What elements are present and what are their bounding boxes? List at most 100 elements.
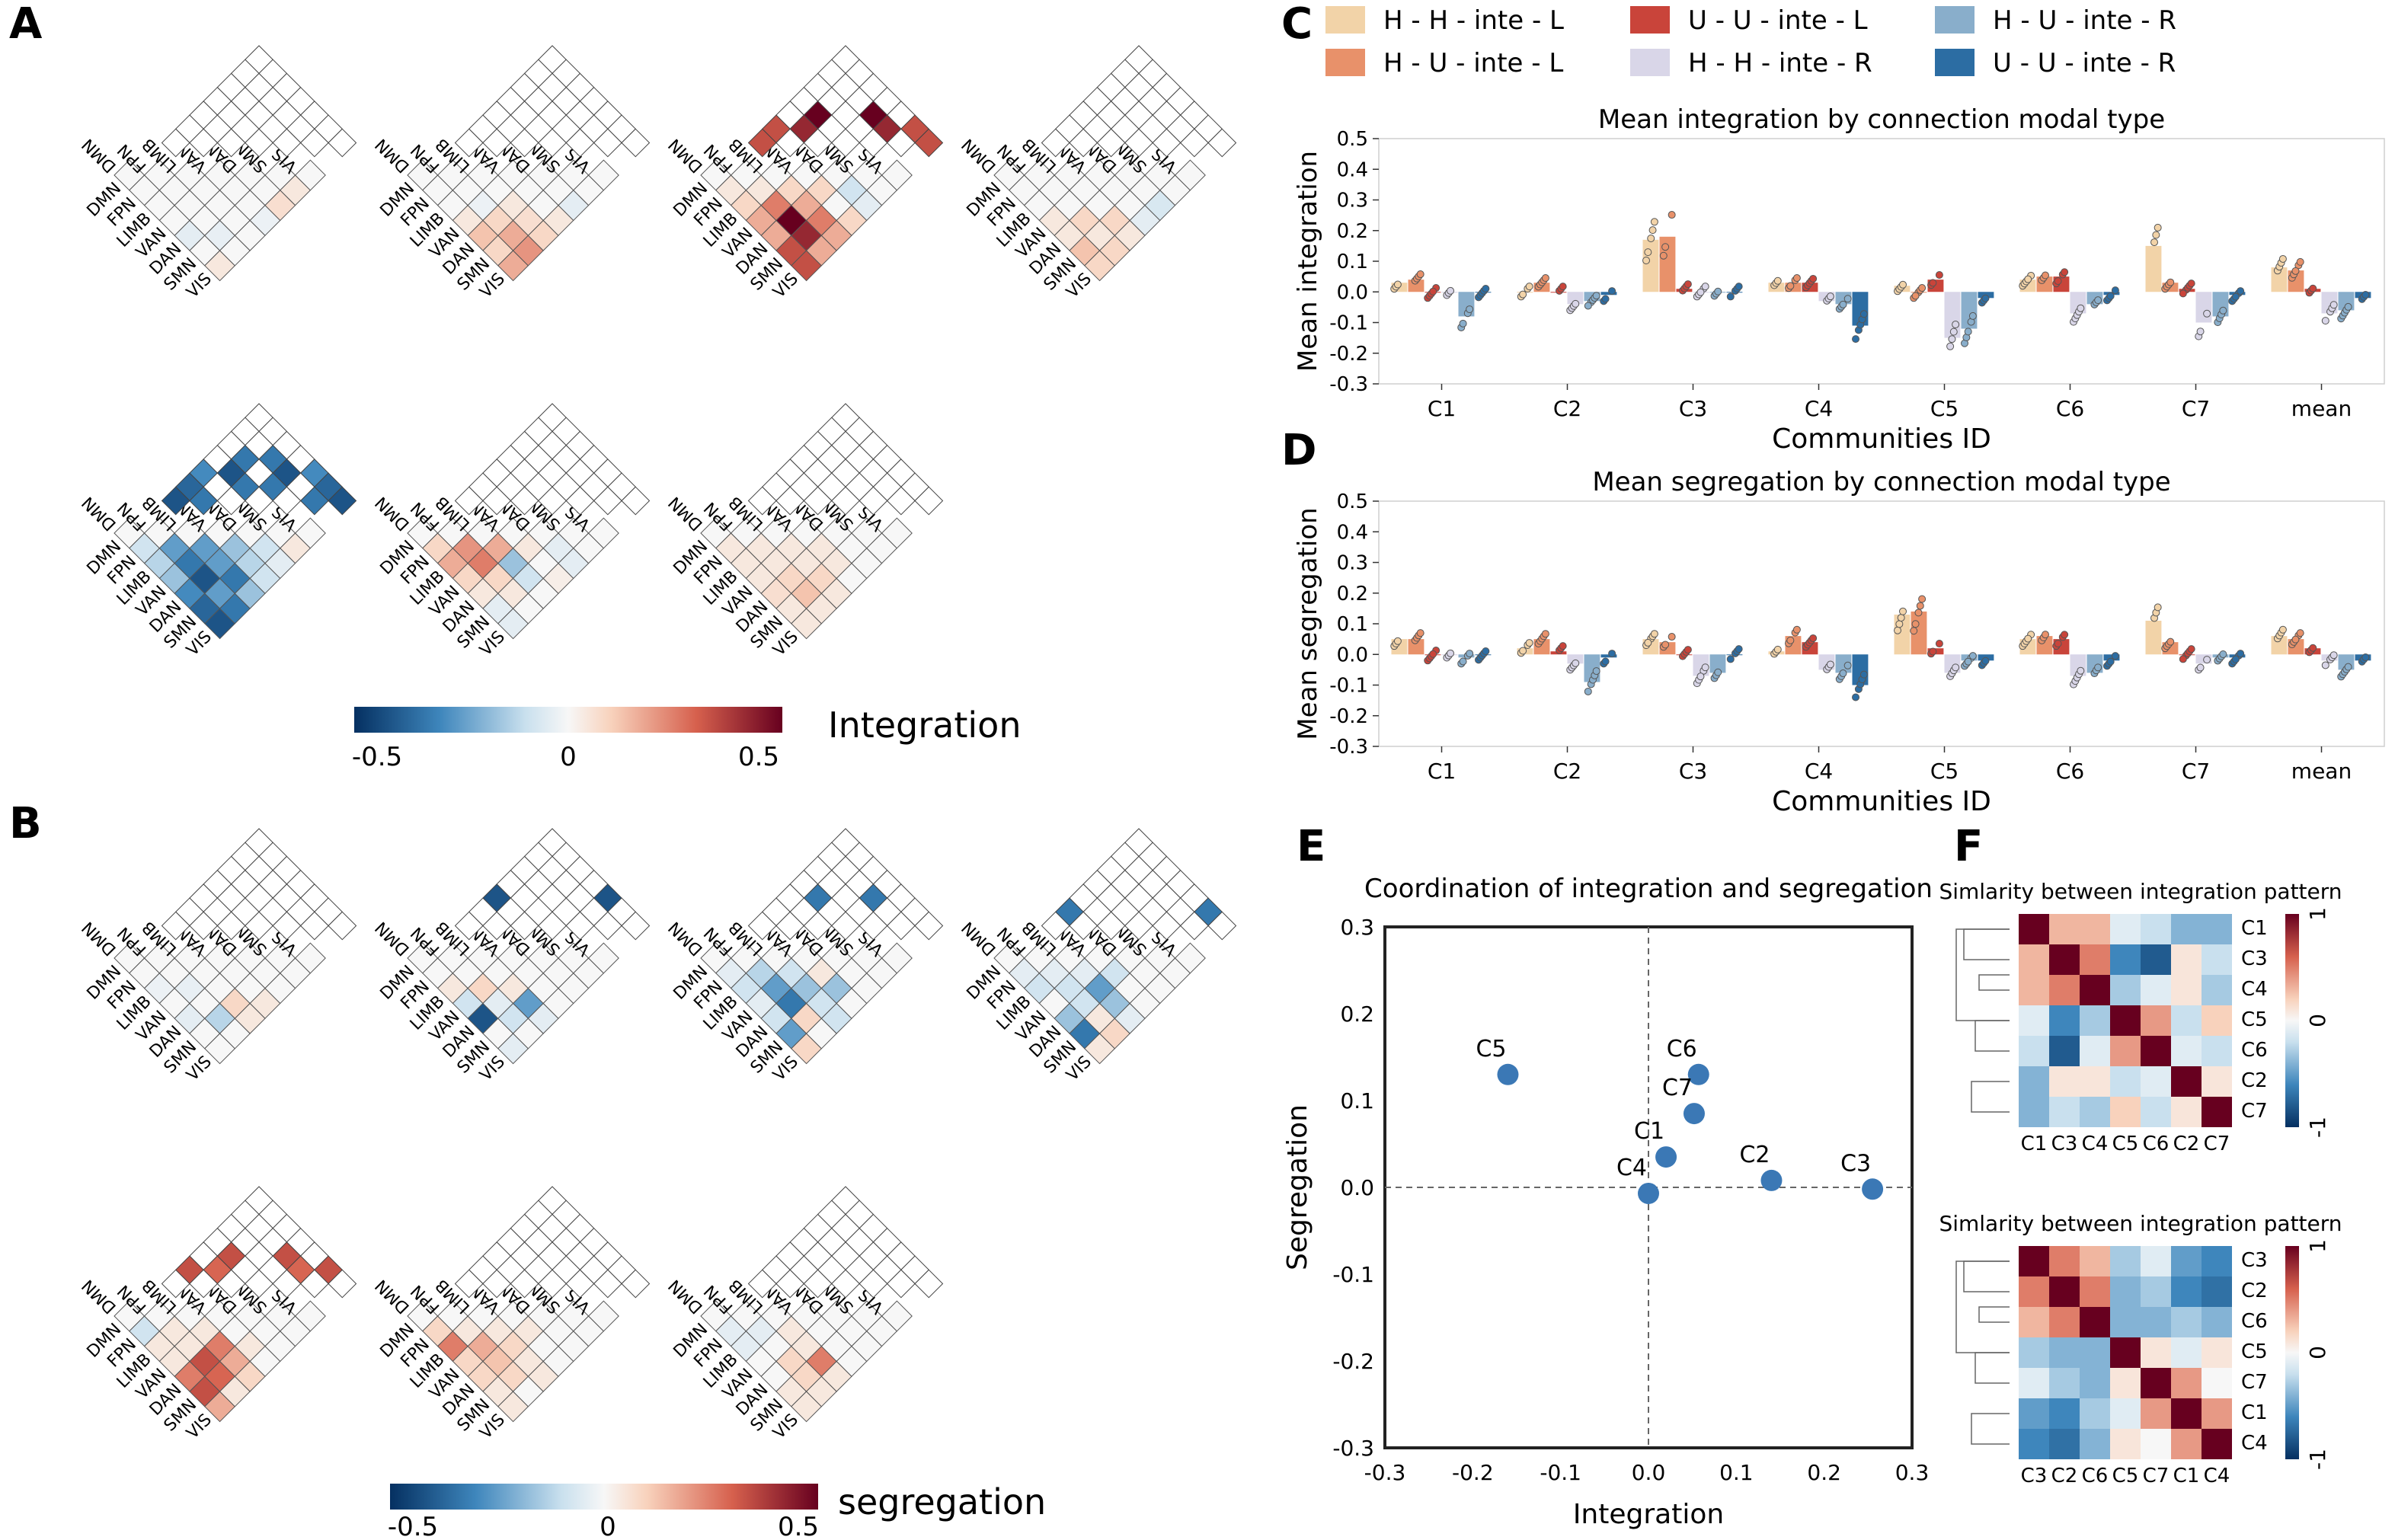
integration-4-summary-grid (1041, 45, 1237, 158)
heatmap-cell (2080, 975, 2110, 1005)
bar (1567, 654, 1584, 664)
heatmap-cell (2141, 944, 2171, 975)
bar (1600, 292, 1617, 296)
data-point (1897, 614, 1905, 622)
data-point (1519, 290, 1527, 299)
data-point (1839, 669, 1847, 678)
data-point (1482, 284, 1490, 292)
data-point (1416, 629, 1425, 637)
y-tick-label: 0.2 (1337, 583, 1368, 605)
y-tick-label: 0.3 (1337, 190, 1368, 212)
data-point (1668, 211, 1676, 219)
segregation-4-col-label: DMN (958, 918, 1000, 960)
integration-5-summary-cell (189, 486, 219, 516)
data-point (1852, 693, 1860, 701)
y-tick-label: 0.5 (1337, 490, 1368, 513)
data-point (2278, 625, 2287, 634)
data-point (1659, 251, 1668, 260)
integration-7-summary-cell (886, 486, 916, 516)
y-axis-label: Mean integration (1293, 151, 1323, 372)
panel-label-e: E (1297, 822, 1325, 871)
data-point (1525, 283, 1533, 291)
segregation-5-summary-cell (299, 1269, 329, 1299)
x-tick-label: C6 (2056, 759, 2084, 784)
heatmap-cell (2110, 1368, 2141, 1398)
data-point (1726, 292, 1735, 301)
integration-5-summary-cell (161, 486, 190, 516)
integration-3-summary-cell (859, 128, 888, 158)
data-point (1541, 630, 1549, 638)
data-point (2321, 661, 2329, 669)
data-point (1735, 283, 1743, 291)
data-point (1735, 645, 1743, 653)
data-point (1644, 248, 1652, 257)
segregation-2-summary-cell (538, 911, 567, 941)
segregation-6-col-label: DMN (372, 1276, 414, 1318)
dendrogram-branch (1971, 1081, 2010, 1113)
segregation-2-summary-grid (454, 828, 651, 941)
x-tick-label: C5 (1930, 759, 1959, 784)
scatter-point (1638, 1182, 1659, 1204)
x-axis-label: Communities ID (1772, 786, 1991, 817)
heatmap-cell (2141, 1005, 2171, 1036)
segregation-5-summary-cell (189, 1269, 219, 1299)
colorbar-segregation-gradient (390, 1484, 818, 1510)
data-point (1952, 321, 1960, 329)
data-point (2061, 268, 2069, 276)
segregation-6-summary-cell (593, 1269, 622, 1299)
data-point (1843, 295, 1852, 303)
segregation-7-summary-cell (803, 1269, 833, 1299)
heatmap-cell (2141, 1398, 2171, 1429)
segregation-1-summary-cell (245, 911, 273, 941)
integration-6-summary-cell (510, 486, 539, 516)
data-point (2237, 287, 2245, 296)
heatmap-cell (2141, 1429, 2171, 1459)
integration-bar-chart: Mean integration by connection modal typ… (1293, 104, 2385, 455)
col-label: C6 (2143, 1133, 2170, 1155)
data-point (1696, 673, 1705, 681)
data-point (1572, 659, 1580, 667)
data-point (1648, 226, 1657, 235)
col-label: C3 (2051, 1133, 2078, 1155)
integration-5-col-label: DMN (78, 493, 120, 535)
data-point (1809, 634, 1818, 642)
data-point (1525, 639, 1533, 647)
heatmap-cell (2202, 1368, 2232, 1398)
data-point (2196, 327, 2205, 336)
bar (1600, 654, 1617, 658)
scatter-point (1760, 1169, 1783, 1191)
heatmap-cell (2110, 944, 2141, 975)
segregation-3-summary-grid (747, 828, 944, 941)
integration-4-summary-cell (1179, 128, 1209, 158)
integration-1-summary-cell (189, 128, 219, 158)
heatmap-cell (2141, 1307, 2171, 1337)
data-point (2344, 302, 2352, 311)
data-point (1592, 292, 1600, 300)
integration-3-cell (881, 159, 913, 191)
segregation-5-cell (294, 1300, 326, 1332)
data-point (1559, 283, 1567, 291)
heatmap-cell (2019, 1036, 2049, 1066)
colorbar-integration-tick-low: -0.5 (352, 742, 402, 772)
data-point (2054, 639, 2062, 647)
y-tick-label: 0.0 (1340, 1175, 1374, 1200)
data-point (2106, 657, 2115, 666)
data-point (2231, 655, 2240, 663)
data-point (1968, 652, 1977, 660)
legend-swatch (1935, 49, 1975, 76)
data-point (1466, 650, 1474, 658)
x-tick-label: C3 (1679, 396, 1707, 421)
colorbar-integration-tick-mid: 0 (560, 742, 577, 772)
data-point (2152, 231, 2160, 239)
y-tick-label: 0.1 (1340, 1088, 1374, 1113)
scatter-point (1862, 1178, 1884, 1200)
heatmap-cell (2019, 1398, 2049, 1429)
data-point (2166, 637, 2175, 646)
x-axis-label: Communities ID (1772, 423, 1991, 455)
data-point (1608, 287, 1616, 296)
heatmap-cell (2080, 914, 2110, 944)
heatmap-cell (2141, 1097, 2171, 1127)
dendrogram (1955, 928, 2010, 1113)
data-point (1459, 319, 1467, 327)
